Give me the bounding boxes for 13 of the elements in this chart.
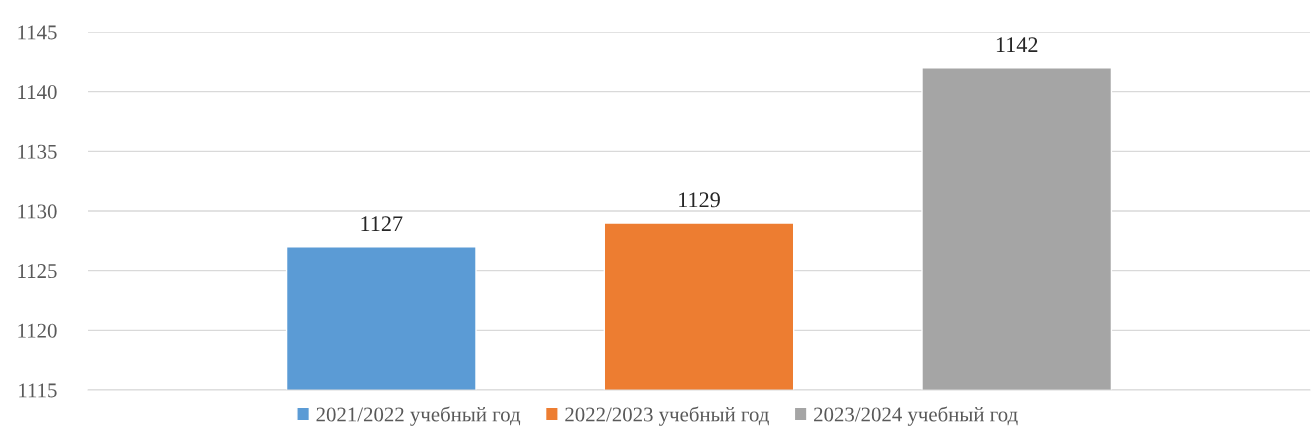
y-tick-label: 1115: [19, 383, 57, 398]
y-tick-label: 1145: [18, 25, 57, 40]
data-label: 1142: [996, 37, 1038, 52]
y-tick-label: 1140: [18, 85, 57, 100]
legend-label: 2021/2022 учебный год: [316, 406, 521, 426]
y-tick-label: 1130: [18, 204, 57, 219]
y-tick-label: 1120: [18, 323, 57, 338]
legend-label: 2022/2023 учебный год: [565, 406, 769, 426]
y-tick-label: 1125: [18, 264, 57, 279]
data-label: 1127: [361, 216, 403, 231]
y-tick-label: 1135: [18, 144, 57, 159]
data-label: 1129: [679, 192, 720, 208]
legend-label: 2023/2024 учебный год: [814, 406, 1018, 426]
